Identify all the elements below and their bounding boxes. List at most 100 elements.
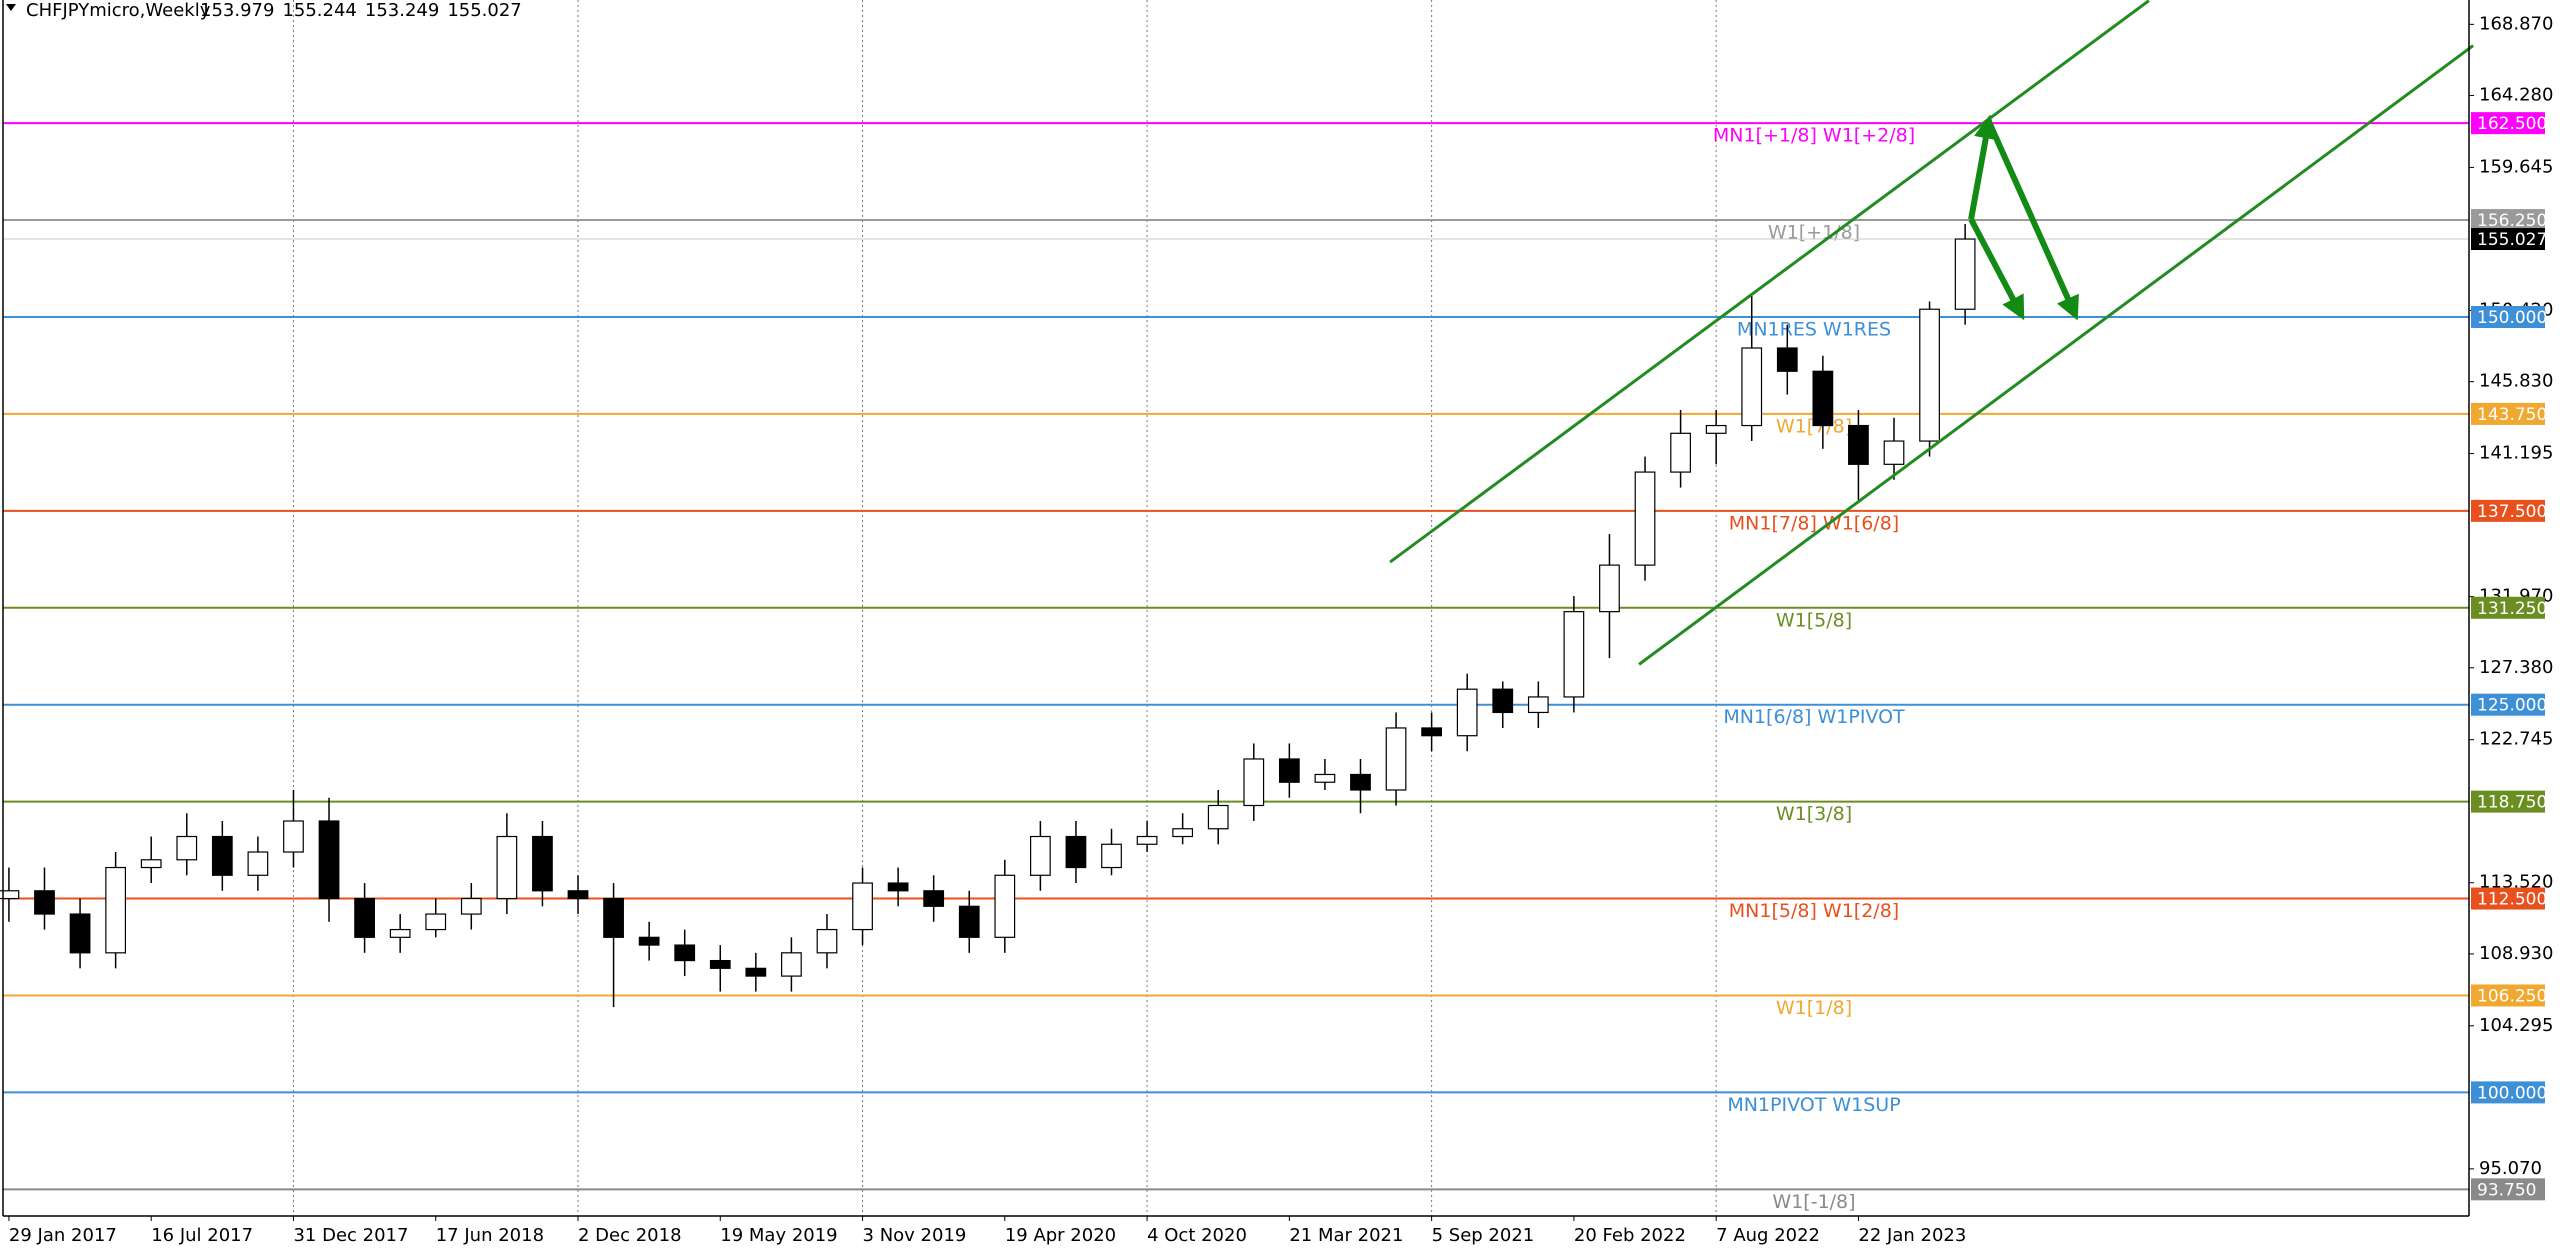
ohlc-value: 155.244 [282,0,356,21]
arrow [1968,217,2025,321]
candle-body [1101,843,1122,869]
candle-body [1172,828,1194,838]
price-box-label: 100.000 [2477,1083,2547,1103]
candle-body [1029,835,1051,876]
collapse-icon[interactable] [6,4,16,11]
price-box [2471,209,2545,232]
candle-body [1065,835,1087,869]
price-box [2471,305,2545,328]
x-tick-label: 19 Apr 2020 [1005,1225,1116,1246]
trend-line [1389,0,2150,564]
candle-body [852,882,873,931]
y-tick-label: 168.870 [2479,13,2553,34]
candle-body [781,952,802,977]
candle-body [1385,727,1407,791]
candle-body [638,936,660,946]
price-box-label: 112.500 [2477,890,2547,910]
x-tick-label: 19 May 2019 [720,1225,837,1246]
candle-body [1527,696,1549,714]
price-box [2471,1081,2545,1104]
ohlc-value: 153.979 [200,0,274,21]
candle-body [247,851,269,876]
x-tick-label: 31 Dec 2017 [293,1225,408,1246]
candle-body [1136,835,1158,845]
candle-body [994,874,1016,938]
x-tick-label: 21 Mar 2021 [1289,1225,1403,1246]
candle-body [1776,347,1798,372]
candle-body [923,890,945,907]
candle-body [496,835,518,900]
candle-body [1456,688,1478,737]
x-tick-label: 3 Nov 2019 [863,1225,967,1246]
candle-body [354,897,375,938]
candle-body [816,928,838,954]
candle-body [140,859,162,869]
candle-body [211,835,233,876]
y-tick-label: 113.520 [2479,872,2553,893]
x-tick-label: 16 Jul 2017 [151,1225,253,1246]
candle-body [603,897,624,938]
price-box-label: 106.250 [2477,986,2547,1006]
candle-body [34,890,55,915]
candle-body [1705,424,1727,434]
candle-body [0,890,20,900]
price-box-label: 156.250 [2477,211,2547,231]
candle-body [1883,440,1905,465]
price-box-label: 118.750 [2477,793,2547,813]
candle-body [425,913,447,931]
chart-title: CHFJPYmicro,Weekly [26,0,211,21]
y-tick-label: 127.380 [2479,657,2553,678]
candle-body [1314,773,1336,783]
x-tick-label: 17 Jun 2018 [436,1225,544,1246]
current-price-label: 155.027 [2477,230,2547,250]
price-box [2471,984,2545,1007]
candle-body [709,959,731,969]
candle-body [1350,773,1371,791]
candle-body [674,944,696,962]
candle-body [887,882,909,892]
candle-body [958,905,980,938]
price-box [2471,596,2545,619]
level-label: W1[1/8] [1776,997,1852,1019]
candle-body [1207,804,1229,830]
level-label: W1[-1/8] [1772,1191,1855,1213]
price-box-label: 125.000 [2477,696,2547,716]
arrow [1968,114,1998,220]
candle-body [532,835,553,892]
candle-body [283,820,304,853]
trend-line [1638,44,2475,666]
ohlc-value: 153.249 [365,0,439,21]
y-tick-label: 108.930 [2479,943,2553,964]
x-tick-label: 5 Sep 2021 [1432,1225,1535,1246]
level-label: MN1RES W1RES [1737,318,1891,340]
level-label: W1[5/8] [1776,609,1852,631]
candle-body [1243,758,1265,807]
y-tick-label: 104.295 [2479,1015,2553,1036]
x-tick-label: 22 Jan 2023 [1858,1225,1966,1246]
candle-body [1954,238,1976,310]
y-tick-label: 164.280 [2479,85,2553,106]
price-box-label: 93.750 [2477,1180,2536,1200]
price-box [2471,228,2545,251]
level-label: MN1PIVOT W1SUP [1727,1094,1900,1116]
ohlc-value: 155.027 [447,0,521,21]
price-box [2471,112,2545,135]
candle-body [1599,564,1620,613]
candle-body [105,866,127,954]
level-label: W1[+1/8] [1768,222,1860,244]
price-box [2471,402,2545,425]
y-tick-label: 141.195 [2479,443,2553,464]
candle-body [389,928,411,938]
candle-body [1278,758,1300,783]
x-tick-label: 2 Dec 2018 [578,1225,682,1246]
y-tick-label: 95.070 [2479,1158,2542,1179]
candle-body [460,897,482,915]
candle-body [745,967,767,977]
candle-body [1848,424,1869,465]
level-label: MN1[6/8] W1PIVOT [1723,706,1905,728]
price-box-label: 143.750 [2477,405,2547,425]
level-label: MN1[7/8] W1[6/8] [1729,512,1899,534]
price-box-label: 150.000 [2477,308,2547,328]
